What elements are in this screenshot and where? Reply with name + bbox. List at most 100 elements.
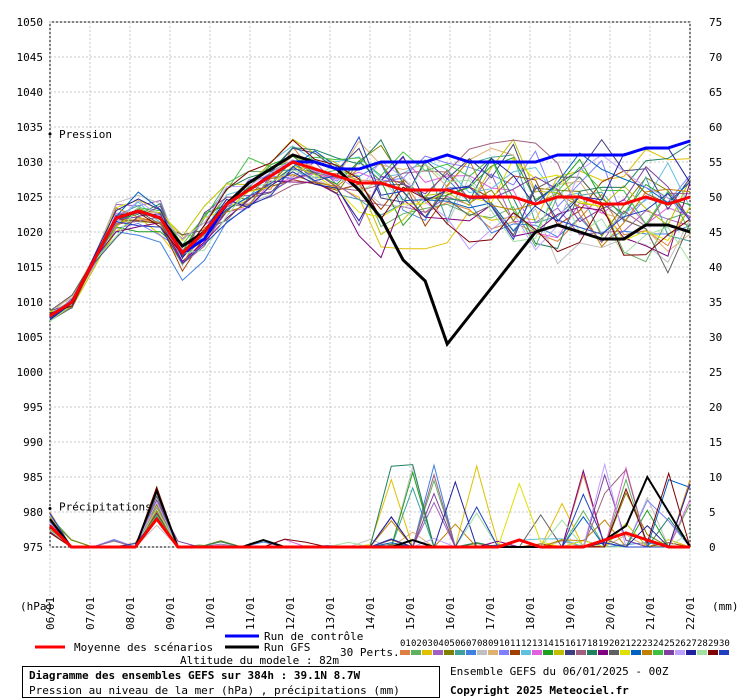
model-altitude: Altitude du modele : 82m — [180, 654, 339, 667]
left-tick-label: 1025 — [17, 191, 44, 204]
left-tick-label: 1020 — [17, 226, 44, 239]
legend-perts-label: 30 Perts. — [340, 646, 400, 659]
pert-swatch-29 — [708, 650, 718, 655]
x-tick-label: 18/01 — [524, 597, 537, 630]
member-14-pressure — [49, 155, 691, 313]
right-tick-label: 50 — [709, 191, 722, 204]
x-tick-label: 13/01 — [324, 597, 337, 630]
right-tick-label: 60 — [709, 121, 722, 134]
pert-swatch-24 — [653, 650, 663, 655]
left-tick-label: 1040 — [17, 86, 44, 99]
precip-marker — [48, 507, 52, 510]
legend-control-label: Run de contrôle — [264, 630, 363, 643]
pert-label-15: 15 — [554, 639, 565, 649]
copyright: Copyright 2025 Meteociel.fr — [450, 684, 629, 697]
right-tick-label: 30 — [709, 331, 722, 344]
left-tick-label: 985 — [23, 471, 43, 484]
pert-label-25: 25 — [664, 639, 675, 649]
pert-swatch-25 — [664, 650, 674, 655]
left-axis-unit: (hPa) — [20, 600, 53, 613]
member-08-pressure — [49, 173, 691, 312]
x-tick-label: 15/01 — [404, 597, 417, 630]
x-tick-label: 22/01 — [684, 597, 697, 630]
pert-label-24: 24 — [653, 639, 664, 649]
right-tick-label: 25 — [709, 366, 722, 379]
pert-label-18: 18 — [587, 639, 598, 649]
chart-subtitle: Pression au niveau de la mer (hPa) , pré… — [29, 684, 400, 697]
pert-swatch-14 — [543, 650, 553, 655]
pert-label-04: 04 — [433, 639, 444, 649]
x-tick-label: 09/01 — [164, 597, 177, 630]
left-tick-label: 1015 — [17, 261, 44, 274]
left-tick-label: 1010 — [17, 296, 44, 309]
member-19-pressure — [49, 180, 691, 319]
pert-label-21: 21 — [620, 639, 631, 649]
pert-label-07: 07 — [466, 639, 477, 649]
pert-label-23: 23 — [642, 639, 653, 649]
pression-marker — [48, 132, 52, 136]
left-tick-label: 990 — [23, 436, 43, 449]
right-tick-label: 45 — [709, 226, 722, 239]
right-tick-label: 75 — [709, 16, 722, 29]
pert-swatch-27 — [686, 650, 696, 655]
pert-label-16: 16 — [565, 639, 576, 649]
pert-label-09: 09 — [488, 639, 499, 649]
right-tick-label: 15 — [709, 436, 722, 449]
pert-label-06: 06 — [455, 639, 466, 649]
left-tick-label: 1045 — [17, 51, 44, 64]
left-tick-label: 975 — [23, 541, 43, 554]
pert-label-19: 19 — [598, 639, 609, 649]
pert-swatch-30 — [719, 650, 729, 655]
pert-label-05: 05 — [444, 639, 455, 649]
pert-swatch-21 — [620, 650, 630, 655]
legend-gfs-label: Run GFS — [264, 641, 310, 654]
legend-mean-label: Moyenne des scénarios — [74, 641, 213, 654]
right-tick-label: 55 — [709, 156, 722, 169]
series-line-moyenne-des-scénarios — [49, 160, 691, 318]
left-tick-label: 1050 — [17, 16, 44, 29]
pert-swatch-16 — [565, 650, 575, 655]
pert-label-08: 08 — [477, 639, 488, 649]
pert-label-22: 22 — [631, 639, 642, 649]
pert-swatch-15 — [554, 650, 564, 655]
x-tick-label: 17/01 — [484, 597, 497, 630]
x-tick-label: 21/01 — [644, 597, 657, 630]
plot-area — [49, 21, 691, 548]
pert-label-10: 10 — [499, 639, 510, 649]
x-tick-label: 10/01 — [204, 597, 217, 630]
pert-label-27: 27 — [686, 639, 697, 649]
pert-swatch-04 — [433, 650, 443, 655]
pert-swatch-20 — [609, 650, 619, 655]
member-29-pressure — [49, 139, 691, 314]
right-tick-label: 35 — [709, 296, 722, 309]
pert-label-26: 26 — [675, 639, 686, 649]
x-tick-label: 20/01 — [604, 597, 617, 630]
member-18-pressure — [49, 139, 691, 322]
pert-swatch-09 — [488, 650, 498, 655]
member-07-pressure — [49, 162, 691, 322]
right-tick-label: 5 — [709, 506, 716, 519]
pert-swatch-10 — [499, 650, 509, 655]
pert-swatch-18 — [587, 650, 597, 655]
left-tick-label: 1035 — [17, 121, 44, 134]
pert-swatch-17 — [576, 650, 586, 655]
pert-swatch-06 — [455, 650, 465, 655]
pert-label-01: 01 — [400, 639, 411, 649]
left-tick-label: 980 — [23, 506, 43, 519]
pert-swatch-23 — [642, 650, 652, 655]
pert-label-30: 30 — [719, 639, 730, 649]
right-tick-label: 10 — [709, 471, 722, 484]
pert-label-02: 02 — [411, 639, 422, 649]
pert-label-29: 29 — [708, 639, 719, 649]
pert-swatch-11 — [510, 650, 520, 655]
right-tick-label: 65 — [709, 86, 722, 99]
right-tick-label: 0 — [709, 541, 716, 554]
pert-swatch-01 — [400, 650, 410, 655]
pert-swatch-02 — [411, 650, 421, 655]
chart-title: Diagramme des ensembles GEFS sur 384h : … — [29, 669, 361, 682]
x-tick-label: 07/01 — [84, 597, 97, 630]
pert-swatch-07 — [466, 650, 476, 655]
chart-title-box: Diagramme des ensembles GEFS sur 384h : … — [22, 666, 440, 698]
x-tick-label: 19/01 — [564, 597, 577, 630]
